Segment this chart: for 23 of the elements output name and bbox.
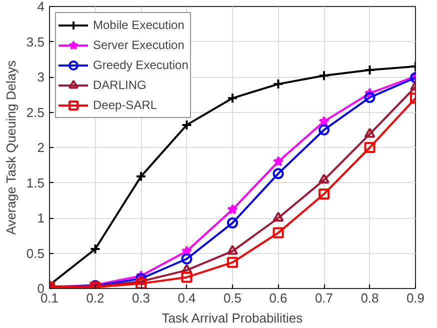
x-tick-label: 0.4 bbox=[178, 290, 196, 306]
y-tick-label: 2.5 bbox=[26, 104, 45, 120]
legend-label: DARLING bbox=[93, 78, 146, 92]
y-axis-title: Average Task Queuing Delays bbox=[3, 60, 18, 235]
x-tick-label: 0.8 bbox=[360, 290, 379, 306]
legend-label: Mobile Execution bbox=[93, 18, 184, 32]
x-tick-label: 0.9 bbox=[406, 290, 425, 306]
y-tick-label: 2 bbox=[37, 140, 45, 155]
y-tick-label: 0.5 bbox=[26, 246, 45, 261]
x-tick-label: 0.2 bbox=[86, 290, 104, 306]
x-tick-label: 0.7 bbox=[314, 290, 334, 306]
legend-label: Deep-SARL bbox=[93, 98, 158, 112]
legend-label: Greedy Execution bbox=[93, 58, 188, 72]
x-tick-label: 0.6 bbox=[269, 290, 288, 306]
y-tick-label: 3.5 bbox=[26, 34, 45, 50]
y-tick-label: 1 bbox=[37, 210, 45, 226]
x-axis-title: Task Arrival Probabilities bbox=[162, 310, 304, 326]
x-tick-label: 0.5 bbox=[223, 290, 242, 306]
x-tick-label: 0.3 bbox=[132, 290, 150, 306]
y-tick-label: 1.5 bbox=[26, 175, 45, 190]
legend-label: Server Execution bbox=[93, 38, 184, 52]
y-tick-label: 3 bbox=[37, 70, 45, 84]
y-tick-label: 4 bbox=[37, 0, 45, 14]
